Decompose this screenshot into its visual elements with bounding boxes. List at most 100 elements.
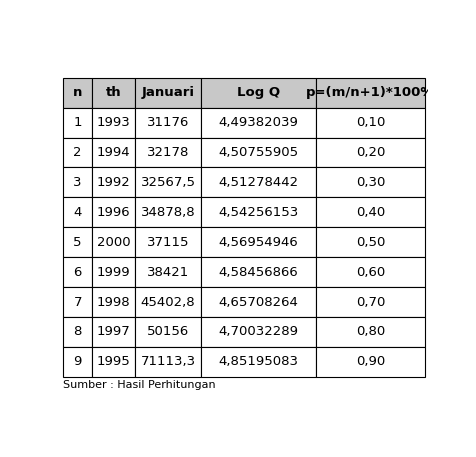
Text: Januari: Januari [141,86,195,99]
Bar [136,107,200,138]
Text: 1998: 1998 [97,296,130,308]
Text: 4,65708264: 4,65708264 [218,296,298,308]
Text: 45402,8: 45402,8 [141,296,195,308]
Bar [63,107,92,138]
Text: 0,20: 0,20 [356,146,385,159]
Text: 1997: 1997 [97,325,131,339]
Text: Log Q: Log Q [237,86,280,99]
Text: 4,54256153: 4,54256153 [218,206,298,219]
Bar [63,78,92,107]
Text: 32567,5: 32567,5 [140,176,196,189]
Text: 8: 8 [73,325,82,339]
Text: 38421: 38421 [147,266,189,279]
Bar [316,317,425,347]
Bar [136,227,200,257]
Bar [136,347,200,377]
Bar [136,317,200,347]
Bar [200,138,316,167]
Bar [63,347,92,377]
Text: 4,51278442: 4,51278442 [218,176,298,189]
Text: th: th [106,86,121,99]
Bar [92,78,136,107]
Bar [63,227,92,257]
Text: 4: 4 [73,206,82,219]
Bar [136,138,200,167]
Text: 4,50755905: 4,50755905 [218,146,298,159]
Bar [316,167,425,197]
Text: 0,80: 0,80 [356,325,385,339]
Bar [316,197,425,227]
Bar [136,287,200,317]
Text: 2: 2 [73,146,82,159]
Bar [63,167,92,197]
Text: 1992: 1992 [97,176,131,189]
Bar [200,197,316,227]
Text: 5: 5 [73,236,82,249]
Text: 9: 9 [73,356,82,368]
Bar [92,197,136,227]
Text: Sumber : Hasil Perhitungan: Sumber : Hasil Perhitungan [63,380,216,390]
Bar [92,287,136,317]
Text: 37115: 37115 [147,236,189,249]
Text: 4,56954946: 4,56954946 [218,236,298,249]
Text: 1993: 1993 [97,116,131,129]
Bar [136,197,200,227]
Bar [200,257,316,287]
Text: 4,49382039: 4,49382039 [218,116,298,129]
Bar [316,138,425,167]
Bar [63,257,92,287]
Text: 4,58456866: 4,58456866 [218,266,298,279]
Bar [63,138,92,167]
Text: 2000: 2000 [97,236,130,249]
Bar [92,138,136,167]
Bar [316,227,425,257]
Bar [200,317,316,347]
Text: 32178: 32178 [147,146,189,159]
Text: n: n [73,86,82,99]
Bar [92,257,136,287]
Bar [63,317,92,347]
Bar [92,347,136,377]
Bar [136,167,200,197]
Text: 0,90: 0,90 [356,356,385,368]
Text: 0,70: 0,70 [356,296,385,308]
Text: 0,60: 0,60 [356,266,385,279]
Text: 6: 6 [73,266,82,279]
Text: 1995: 1995 [97,356,131,368]
Text: 31176: 31176 [147,116,189,129]
Bar [200,107,316,138]
Bar [316,107,425,138]
Text: 0,40: 0,40 [356,206,385,219]
Text: 0,10: 0,10 [356,116,385,129]
Bar [200,167,316,197]
Text: 34878,8: 34878,8 [141,206,195,219]
Text: 1999: 1999 [97,266,130,279]
Text: 1994: 1994 [97,146,130,159]
Text: p=(m/n+1)*100%: p=(m/n+1)*100% [306,86,435,99]
Text: 1996: 1996 [97,206,130,219]
Bar [316,257,425,287]
Bar [92,227,136,257]
Bar [316,78,425,107]
Bar [200,227,316,257]
Text: 4,70032289: 4,70032289 [218,325,298,339]
Text: 0,30: 0,30 [356,176,385,189]
Text: 50156: 50156 [147,325,189,339]
Bar [136,78,200,107]
Bar [92,317,136,347]
Bar [316,347,425,377]
Text: 3: 3 [73,176,82,189]
Text: 0,50: 0,50 [356,236,385,249]
Bar [136,257,200,287]
Bar [63,287,92,317]
Text: 7: 7 [73,296,82,308]
Bar [63,197,92,227]
Bar [200,347,316,377]
Bar [200,78,316,107]
Bar [200,287,316,317]
Bar [316,287,425,317]
Bar [92,107,136,138]
Text: 1: 1 [73,116,82,129]
Text: 71113,3: 71113,3 [140,356,196,368]
Bar [92,167,136,197]
